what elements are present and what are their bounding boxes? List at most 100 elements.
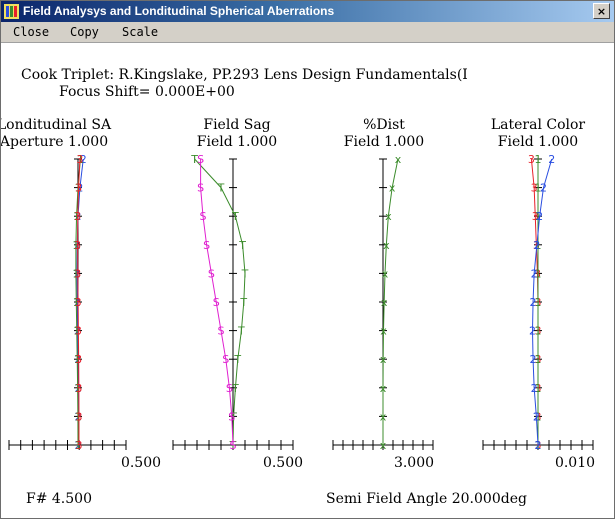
- series-point: 2: [535, 439, 542, 452]
- series-line-3: [77, 158, 81, 445]
- series-point: 3: [75, 296, 82, 309]
- x-max-label: 3.000: [394, 455, 434, 471]
- title-bar[interactable]: Field Analysys and Londitudinal Spherica…: [1, 1, 614, 22]
- series-point: x: [383, 239, 390, 252]
- x-max-label: 0.500: [121, 455, 161, 471]
- series-line-T: [194, 158, 246, 446]
- series-point: T: [233, 353, 241, 366]
- series-point: S: [218, 325, 225, 338]
- series-point: 1: [73, 296, 80, 309]
- x-max-label: 0.500: [263, 455, 303, 471]
- chart-subtitle: Aperture 1.000: [1, 134, 108, 150]
- f-number: F# 4.500: [26, 491, 92, 507]
- series-line-S: [200, 159, 234, 446]
- chart-title: %Dist: [363, 117, 405, 133]
- series-point: 1: [535, 210, 542, 223]
- series-point: 1: [75, 439, 82, 452]
- series-point: 3: [76, 153, 83, 166]
- series-point: 2: [536, 210, 543, 223]
- x-max-label: 0.010: [555, 455, 595, 471]
- series-point: S: [213, 296, 220, 309]
- series-point: 1: [535, 296, 542, 309]
- series-point: S: [197, 182, 204, 195]
- series-point: 3: [532, 210, 539, 223]
- chart-subtitle: Field 1.000: [344, 134, 424, 150]
- series-point: 1: [535, 382, 542, 395]
- series-point: T: [190, 153, 198, 166]
- series-point: 3: [75, 410, 82, 423]
- series-point: S: [203, 239, 210, 252]
- series-point: 2: [74, 353, 81, 366]
- series-point: T: [241, 267, 249, 280]
- series-point: x: [389, 182, 396, 195]
- series-point: 2: [530, 296, 537, 309]
- series-point: 1: [72, 239, 79, 252]
- series-point: T: [217, 182, 225, 195]
- series-point: x: [380, 382, 387, 395]
- menu-close[interactable]: Close: [13, 25, 50, 39]
- series-point: 2: [76, 182, 83, 195]
- series-point: T: [229, 439, 237, 452]
- series-line-1: [75, 158, 81, 446]
- series-point: S: [222, 353, 229, 366]
- series-point: T: [229, 410, 237, 423]
- series-point: 1: [72, 267, 79, 280]
- series-point: 2: [533, 239, 540, 252]
- series-point: 2: [529, 325, 536, 338]
- chart-title: Lateral Color: [491, 117, 586, 133]
- series-point: 1: [74, 410, 81, 423]
- series-point: 2: [74, 267, 81, 280]
- series-point: 1: [535, 153, 542, 166]
- series-point: 2: [80, 153, 87, 166]
- chart-subtitle: Field 1.000: [197, 134, 277, 150]
- series-point: 1: [535, 353, 542, 366]
- close-window-button[interactable]: ×: [593, 3, 610, 19]
- series-point: 1: [74, 353, 81, 366]
- series-line-x: [382, 158, 399, 445]
- series-point: 2: [531, 382, 538, 395]
- series-point: 3: [74, 239, 81, 252]
- series-point: S: [200, 210, 207, 223]
- series-point: 3: [74, 210, 81, 223]
- series-point: 2: [540, 182, 547, 195]
- series-point: x: [385, 210, 392, 223]
- series-point: x: [395, 153, 402, 166]
- series-point: 1: [73, 210, 80, 223]
- series-point: 2: [530, 353, 537, 366]
- chart-subtitle: Field 1.000: [498, 134, 578, 150]
- series-point: T: [238, 239, 246, 252]
- header-line-2: Focus Shift= 0.000E+00: [59, 84, 235, 100]
- series-point: 3: [75, 325, 82, 338]
- series-point: 3: [531, 182, 538, 195]
- series-point: 1: [535, 325, 542, 338]
- series-point: x: [380, 439, 387, 452]
- series-point: 3: [75, 182, 82, 195]
- series-point: x: [381, 296, 388, 309]
- series-point: x: [382, 267, 389, 280]
- series-point: T: [237, 325, 245, 338]
- series-point: 3: [528, 153, 535, 166]
- chart-title: Field Sag: [203, 117, 270, 133]
- series-point: 1: [535, 182, 542, 195]
- series-point: x: [380, 353, 387, 366]
- series-point: x: [380, 410, 387, 423]
- series-point: x: [380, 325, 387, 338]
- menu-scale[interactable]: Scale: [122, 25, 159, 39]
- series-point: T: [231, 210, 239, 223]
- series-point: 1: [77, 153, 84, 166]
- series-point: T: [231, 382, 239, 395]
- series-point: 3: [75, 439, 82, 452]
- series-point: T: [239, 296, 247, 309]
- series-point: 2: [531, 267, 538, 280]
- series-point: 2: [74, 325, 81, 338]
- chart-title: Londitudinal SA: [1, 117, 112, 133]
- series-point: S: [226, 382, 233, 395]
- series-point: 2: [548, 153, 555, 166]
- series-point: S: [208, 267, 215, 280]
- series-point: 1: [535, 239, 542, 252]
- menu-copy[interactable]: Copy: [70, 25, 99, 39]
